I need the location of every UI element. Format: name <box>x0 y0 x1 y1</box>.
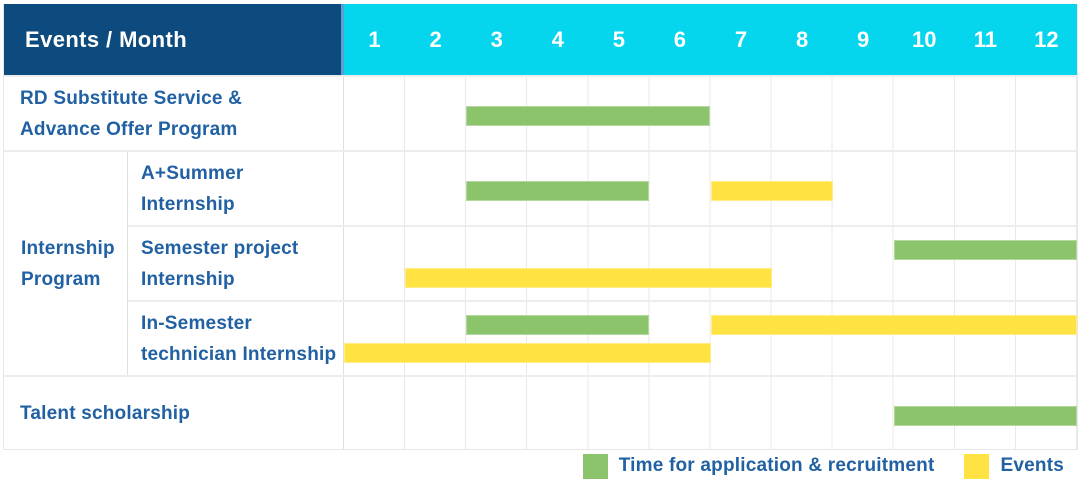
label-line: Internship <box>21 237 115 259</box>
events-color-swatch <box>964 453 990 479</box>
timeline-a-summer-internship <box>344 152 1077 225</box>
legend-label-application: Time for application & recruitment <box>618 455 935 476</box>
row-rd-substitute: RD Substitute Service & Advance Offer Pr… <box>4 75 1077 150</box>
row-label-semester-project-internship: Semester project Internship <box>128 227 344 300</box>
month-header-8: 8 <box>795 26 809 52</box>
legend: Time for application & recruitment Event… <box>0 444 1064 488</box>
row-a-summer-internship: A+Summer Internship <box>128 152 1077 225</box>
row-label-in-semester-technician-internship: In-Semester technician Internship <box>128 302 344 375</box>
timeline-rd-substitute <box>344 77 1077 150</box>
row-label-a-summer-internship: A+Summer Internship <box>128 152 344 225</box>
month-header-4: 4 <box>551 26 564 52</box>
timeline-in-semester-technician-internship <box>344 302 1077 375</box>
group-label-internship-program: Internship Program <box>4 152 128 375</box>
header-row: Events / Month 1 2 3 4 5 6 7 8 9 10 11 12 <box>4 4 1077 75</box>
month-header-strip: 1 2 3 4 5 6 7 8 9 10 11 12 <box>344 4 1077 75</box>
label-line: Program <box>21 268 101 290</box>
events-table: Events / Month 1 2 3 4 5 6 7 8 9 10 11 12 RD Substi… <box>3 4 1078 450</box>
month-header-10: 10 <box>912 26 937 52</box>
label-line: In-Semester <box>141 312 252 334</box>
group-internship-program: Internship Program A+Summer Internship S… <box>4 150 1077 375</box>
month-header-7: 7 <box>734 26 748 52</box>
label-line: RD Substitute Service & <box>20 87 243 109</box>
legend-item-events: Events <box>964 453 1064 479</box>
label-line: Internship <box>141 193 235 215</box>
application-bar <box>466 181 650 201</box>
month-header-11: 11 <box>973 26 997 52</box>
application-color-swatch <box>582 453 608 479</box>
events-bar <box>405 268 772 288</box>
month-header-2: 2 <box>429 26 442 52</box>
application-bar <box>466 106 711 126</box>
legend-label-events: Events <box>1000 455 1064 476</box>
month-header-12: 12 <box>1034 26 1059 52</box>
label-line: Talent scholarship <box>20 402 191 424</box>
month-header-6: 6 <box>673 26 687 52</box>
events-month-header: Events / Month <box>4 4 344 75</box>
application-bar <box>893 406 1077 426</box>
events-bar <box>344 343 711 363</box>
label-line: Internship <box>141 268 235 290</box>
label-line: A+Summer <box>141 162 244 184</box>
application-bar <box>466 315 650 335</box>
month-header-5: 5 <box>612 26 625 52</box>
row-talent-scholarship: Talent scholarship <box>4 375 1077 449</box>
row-label-rd-substitute: RD Substitute Service & Advance Offer Pr… <box>4 77 344 150</box>
events-bar <box>710 315 1077 335</box>
timeline-semester-project-internship <box>344 227 1077 300</box>
label-line: Semester project <box>141 237 299 259</box>
row-semester-project-internship: Semester project Internship <box>128 225 1077 300</box>
label-line: Advance Offer Program <box>20 118 238 140</box>
row-in-semester-technician-internship: In-Semester technician Internship <box>128 300 1077 375</box>
month-header-1: 1 <box>368 26 381 52</box>
timeline-talent-scholarship <box>344 377 1077 449</box>
application-bar <box>893 240 1077 260</box>
month-header-3: 3 <box>490 26 503 52</box>
legend-item-application: Time for application & recruitment <box>582 453 935 479</box>
row-label-talent-scholarship: Talent scholarship <box>4 377 344 449</box>
events-bar <box>710 181 833 201</box>
month-header-9: 9 <box>857 26 870 52</box>
label-line: technician Internship <box>141 343 337 365</box>
